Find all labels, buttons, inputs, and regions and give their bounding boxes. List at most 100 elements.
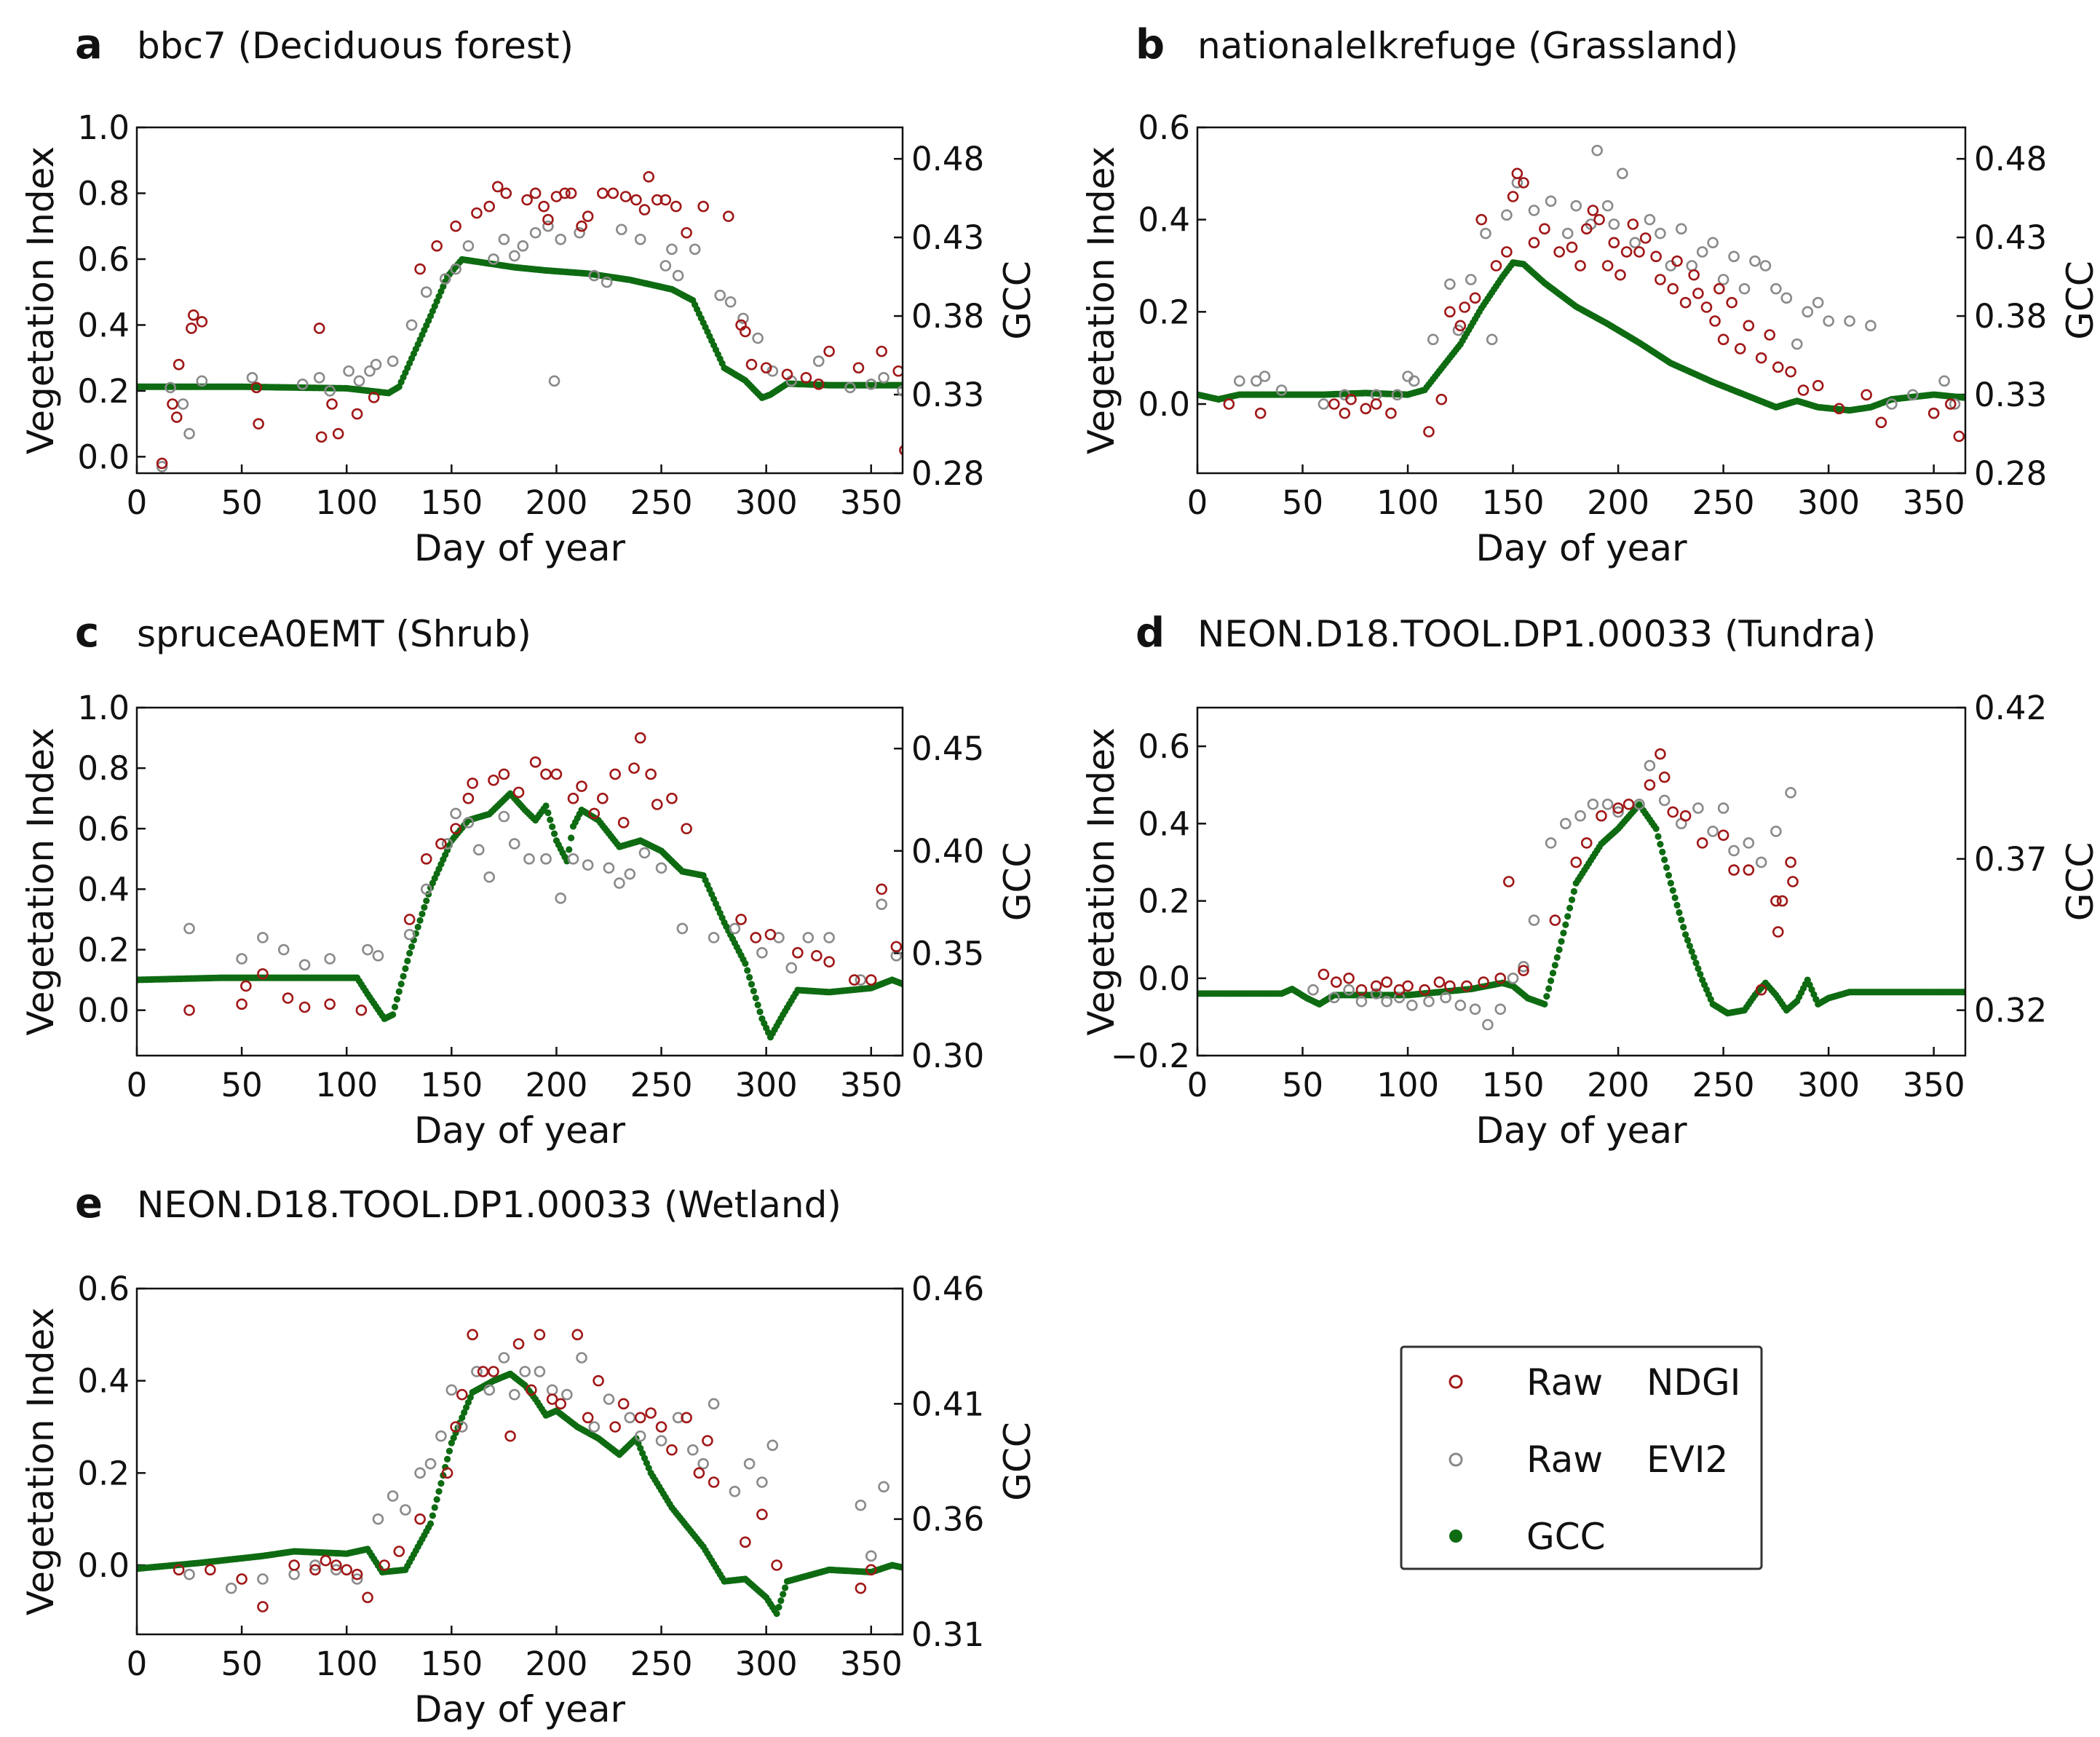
ndgi-point <box>740 325 751 338</box>
y-tick-label: 0.6 <box>77 240 130 279</box>
ndgi-point <box>1812 379 1824 392</box>
x-tick-label: 300 <box>1797 483 1860 522</box>
y-tick-label: 0.6 <box>1138 108 1190 147</box>
evi2-point <box>615 223 627 236</box>
evi2-point <box>878 1481 889 1493</box>
evi2-point <box>752 332 764 344</box>
ndgi-point <box>534 1329 546 1341</box>
gcc-point <box>404 957 411 965</box>
evi2-point <box>1791 338 1803 350</box>
y-tick-label: 0.0 <box>77 438 130 476</box>
evi2-point <box>508 250 520 262</box>
evi2-point <box>324 953 336 965</box>
x-tick-label: 100 <box>315 1645 378 1683</box>
ndgi-point <box>205 1564 216 1576</box>
y-axis-label: Vegetation Index <box>20 727 62 1035</box>
x-tick-label: 150 <box>420 1645 483 1683</box>
gcc-point <box>1690 954 1697 961</box>
ndgi-point <box>1692 288 1704 299</box>
evi2-point <box>785 962 798 974</box>
ndgi-point <box>173 358 185 371</box>
ndgi-point <box>529 756 542 768</box>
gcc-point <box>427 1520 435 1527</box>
data-layer <box>137 1329 903 1618</box>
y2-tick-label: 0.35 <box>911 934 984 973</box>
evi2-point <box>488 253 499 265</box>
y2-tick-label: 0.46 <box>911 1270 984 1308</box>
ndgi-point <box>467 778 478 789</box>
gcc-point <box>1564 913 1572 920</box>
evi2-point <box>372 950 384 962</box>
evi2-point <box>1655 227 1666 240</box>
evi2-point <box>1644 759 1656 772</box>
x-tick-label: 50 <box>221 483 262 522</box>
evi2-point <box>708 932 720 943</box>
ndgi-point <box>1511 167 1524 180</box>
ndgi-point <box>1539 223 1550 235</box>
ndgi-point <box>1475 213 1488 226</box>
evi2-point <box>634 1430 646 1442</box>
ndgi-point <box>529 187 542 199</box>
evi2-point <box>277 943 290 956</box>
evi2-point <box>708 1398 720 1410</box>
ndgi-point <box>670 200 682 213</box>
evi2-point <box>802 932 815 943</box>
y2-tick-label: 0.28 <box>911 454 984 493</box>
ndgi-point <box>1490 260 1502 272</box>
gcc-point <box>742 959 749 968</box>
gcc-point <box>1684 936 1692 944</box>
y-tick-label: 0.4 <box>1138 804 1190 843</box>
panel-title: NEON.D18.TOOL.DP1.00033 (Tundra) <box>1197 613 1876 655</box>
x-tick-label: 0 <box>127 1645 148 1683</box>
gcc-point <box>1680 924 1687 931</box>
gcc-point <box>435 1488 443 1495</box>
evi2-point <box>1545 195 1557 207</box>
panel-letter: e <box>75 1180 103 1227</box>
evi2-point <box>1949 398 1961 410</box>
ndgi-point <box>1574 260 1586 272</box>
ndgi-point <box>1743 864 1755 876</box>
evi2-series <box>1307 759 1796 1031</box>
ndgi-point <box>1658 771 1671 783</box>
ndgi-point <box>450 823 461 835</box>
evi2-point <box>1743 837 1755 849</box>
ndgi-point <box>332 427 344 440</box>
legend-label-gcc: GCC <box>1526 1516 1606 1558</box>
ndgi-point <box>1644 779 1656 791</box>
evi2-point <box>439 273 451 285</box>
evi2-point <box>1343 984 1355 996</box>
ndgi-point <box>196 316 208 328</box>
ndgi-point <box>792 946 804 959</box>
x-tick-label: 150 <box>1482 1066 1545 1104</box>
evi2-point <box>257 1573 269 1585</box>
ndgi-point <box>651 194 663 206</box>
ndgi-point <box>865 1564 877 1576</box>
ndgi-point <box>1444 306 1456 318</box>
ndgi-point <box>655 1421 667 1433</box>
panels: a bbc7 (Deciduous forest) 0 50 100 150 200 250 3… <box>20 21 2100 1730</box>
ndgi-point <box>170 411 183 423</box>
ndgi-point <box>1785 365 1796 378</box>
evi2-point <box>1844 315 1855 327</box>
evi2-point <box>387 1490 399 1502</box>
ndgi-point <box>593 1374 604 1387</box>
ndgi-point <box>1385 407 1397 419</box>
evi2-point <box>737 312 749 325</box>
evi2-series <box>156 220 903 472</box>
ndgi-point <box>546 1393 558 1405</box>
ndgi-point <box>500 187 512 199</box>
evi2-point <box>1307 984 1319 996</box>
panel-d: d NEON.D18.TOOL.DP1.00033 (Tundra) 0 50 100 1… <box>1080 609 2100 1152</box>
evi2-point <box>1370 988 1382 1000</box>
panel-b: b nationalelkrefuge (Grassland) 0 50 100 150 2… <box>1080 21 2100 569</box>
ndgi-point <box>156 457 168 470</box>
x-tick-label: 0 <box>127 1066 148 1104</box>
x-tick-label: 300 <box>735 1645 798 1683</box>
ndgi-point <box>1717 333 1729 346</box>
evi2-point <box>324 385 336 397</box>
ndgi-point <box>855 1582 867 1594</box>
ndgi-point <box>1469 292 1481 304</box>
ndgi-point <box>526 1384 537 1396</box>
ndgi-point <box>351 408 363 420</box>
